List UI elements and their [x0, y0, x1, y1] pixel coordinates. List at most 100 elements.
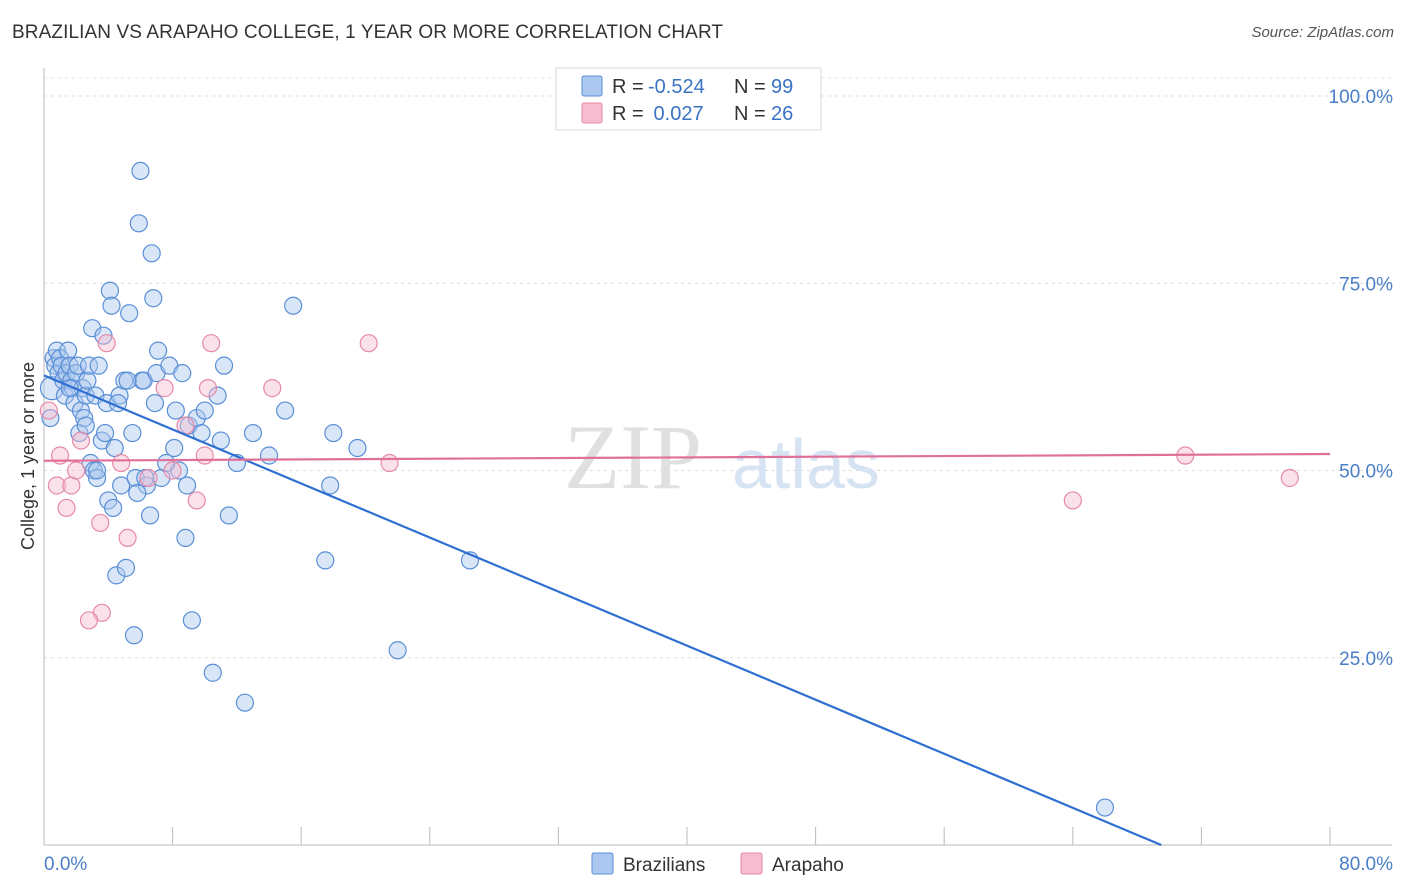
trend-lines: [43, 374, 1331, 847]
point-brazilians-89: [87, 461, 107, 480]
legend-n-label-2: N =: [734, 103, 766, 125]
point-brazilians-95: [165, 438, 184, 458]
point-brazilians-39: [107, 566, 126, 585]
chart-title: BRAZILIAN VS ARAPAHO COLLEGE, 1 YEAR OR …: [12, 22, 724, 43]
point-arapaho-3: [57, 498, 76, 518]
point-arapaho-8: [97, 334, 116, 353]
legend-r-value-1: -0.524: [648, 76, 705, 98]
point-brazilians-64: [176, 528, 195, 548]
point-brazilians-55: [144, 289, 163, 308]
gridlines: [44, 77, 1392, 659]
bottom-legend-swatch-brazilians: [591, 852, 614, 875]
point-brazilians-44: [120, 304, 139, 323]
point-brazilians-88: [76, 416, 95, 435]
point-brazilians-81: [324, 423, 343, 443]
y-tick-label-0: 100.0%: [1329, 87, 1394, 108]
point-brazilians-61: [166, 401, 185, 420]
point-arapaho-20: [202, 334, 221, 353]
point-arapaho-5: [67, 461, 86, 480]
point-brazilians-45: [123, 423, 142, 443]
point-brazilians-91: [118, 371, 137, 390]
y-tick-label-1: 75.0%: [1339, 274, 1393, 295]
point-arapaho-22: [359, 334, 378, 353]
legend-n-value-2: 26: [771, 103, 793, 125]
tick-labels: 100.0% 75.0% 50.0% 25.0% 0.0% 80.0%: [44, 87, 1393, 875]
legend-r-label-2: R =: [612, 103, 644, 125]
y-tick-label-2: 50.0%: [1339, 462, 1393, 483]
point-brazilians-68: [195, 401, 214, 420]
point-brazilians-72: [214, 356, 234, 375]
bottom-legend: Brazilians Arapaho: [591, 852, 844, 876]
point-brazilians-58: [149, 341, 168, 360]
point-brazilians-37: [104, 498, 123, 518]
legend-swatch-brazilians: [581, 75, 603, 97]
legend-r-value-2: 0.027: [648, 103, 704, 125]
point-brazilians-56: [145, 393, 165, 413]
point-brazilians-43: [116, 558, 136, 577]
point-arapaho-13: [139, 468, 158, 488]
point-arapaho-1: [47, 476, 66, 495]
point-brazilians-20: [75, 408, 94, 428]
point-brazilians-83: [388, 641, 407, 660]
point-brazilians-46: [124, 626, 144, 645]
y-tick-label-3: 25.0%: [1339, 649, 1393, 670]
trend-line-arapaho: [43, 452, 1331, 462]
point-arapaho-24: [1063, 491, 1082, 510]
series-brazilians: [39, 161, 1115, 817]
point-brazilians-10: [59, 341, 78, 360]
point-brazilians-78: [284, 296, 303, 315]
point-brazilians-80: [321, 476, 340, 495]
point-brazilians-52: [137, 476, 156, 495]
point-arapaho-10: [79, 611, 99, 630]
point-brazilians-86: [41, 409, 60, 428]
point-arapaho-18: [195, 446, 214, 465]
point-arapaho-14: [155, 379, 174, 398]
point-brazilians-23: [79, 356, 99, 375]
series-arapaho: [39, 334, 1299, 630]
legend-n-value-1: 99: [771, 76, 793, 98]
point-arapaho-0: [39, 401, 58, 420]
point-brazilians-79: [316, 551, 335, 570]
point-brazilians-29: [89, 356, 108, 375]
point-brazilians-74: [235, 693, 255, 712]
point-arapaho-26: [1280, 468, 1299, 488]
point-brazilians-82: [348, 438, 367, 458]
trend-line-brazilians: [43, 374, 1162, 847]
point-arapaho-21: [263, 379, 282, 398]
point-brazilians-38: [105, 438, 124, 458]
point-arapaho-17: [187, 491, 206, 510]
point-brazilians-76: [259, 446, 279, 465]
point-brazilians-36: [102, 296, 121, 315]
point-arapaho-6: [71, 431, 91, 450]
point-brazilians-73: [219, 506, 238, 525]
bottom-legend-label-brazilians: Brazilians: [623, 855, 705, 876]
point-brazilians-92: [128, 483, 147, 503]
point-brazilians-53: [140, 506, 160, 525]
point-brazilians-32: [95, 423, 115, 443]
axes: [43, 68, 1392, 846]
point-brazilians-75: [243, 423, 263, 443]
point-arapaho-19: [198, 379, 218, 398]
legend-r-label-1: R =: [612, 76, 644, 98]
chart-source: Source: ZipAtlas.com: [1251, 24, 1394, 41]
point-arapaho-23: [380, 453, 399, 473]
x-tick-label-1: 80.0%: [1339, 854, 1393, 875]
point-brazilians-69: [203, 663, 222, 682]
point-brazilians-77: [276, 401, 295, 420]
point-arapaho-12: [118, 528, 137, 548]
point-brazilians-63: [173, 364, 192, 383]
point-brazilians-22: [78, 371, 97, 390]
point-brazilians-41: [112, 476, 131, 495]
bottom-legend-label-arapaho: Arapaho: [772, 855, 844, 876]
point-brazilians-48: [129, 214, 148, 233]
point-brazilians-35: [100, 281, 120, 300]
point-brazilians-66: [182, 611, 201, 630]
legend-swatch-arapaho: [581, 102, 603, 124]
point-arapaho-7: [91, 513, 110, 533]
bottom-legend-swatch-arapaho: [740, 852, 763, 875]
point-brazilians-28: [87, 468, 107, 488]
y-axis-label: College, 1 year or more: [18, 362, 38, 550]
legend-n-label-1: N =: [734, 76, 766, 98]
point-brazilians-85: [1095, 798, 1115, 817]
